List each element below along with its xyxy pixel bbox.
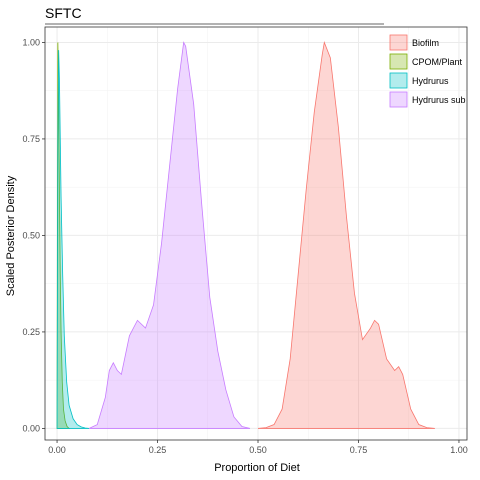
series-area-hydrurus-sub bbox=[89, 41, 251, 429]
y-axis-title: Scaled Posterior Density bbox=[5, 175, 17, 296]
legend-label-hydrurus-sub: Hydrurus sub bbox=[412, 95, 466, 105]
x-tick-label: 0.00 bbox=[48, 445, 66, 455]
legend: Biofilm CPOM/Plant Hydrurus Hydrurus sub bbox=[389, 34, 466, 108]
x-tick-label: 1.00 bbox=[450, 445, 468, 455]
x-tick-label: 0.75 bbox=[350, 445, 368, 455]
legend-swatch-biofilm bbox=[389, 34, 408, 51]
legend-label-biofilm: Biofilm bbox=[412, 38, 439, 48]
legend-swatch-cpom-plant bbox=[389, 53, 408, 70]
y-tick-label: 0.00 bbox=[22, 423, 40, 433]
legend-swatch-hydrurus bbox=[389, 72, 408, 89]
panel-border bbox=[44, 26, 468, 441]
y-tick-label: 0.50 bbox=[22, 230, 40, 240]
y-tick-label: 0.75 bbox=[22, 134, 40, 144]
series-area-cpom-plant bbox=[56, 42, 71, 429]
series-area-hydrurus bbox=[56, 50, 90, 429]
plot-area: 0.00 0.25 0.50 0.75 1.00 0.00 0.25 0.50 0.75 1.00 bbox=[22, 23, 468, 455]
x-tick-label: 0.25 bbox=[149, 445, 167, 455]
y-tick-label: 0.25 bbox=[22, 327, 40, 337]
legend-swatch-hydrurus-sub bbox=[389, 91, 408, 108]
y-tick-label: 1.00 bbox=[22, 37, 40, 47]
legend-label-cpom-plant: CPOM/Plant bbox=[412, 57, 463, 67]
x-tick-label: 0.50 bbox=[249, 445, 267, 455]
x-axis-title: Proportion of Diet bbox=[214, 462, 300, 474]
legend-label-hydrurus: Hydrurus bbox=[412, 76, 449, 86]
series-area-biofilm bbox=[257, 40, 435, 429]
chart-title: SFTC bbox=[45, 5, 82, 21]
